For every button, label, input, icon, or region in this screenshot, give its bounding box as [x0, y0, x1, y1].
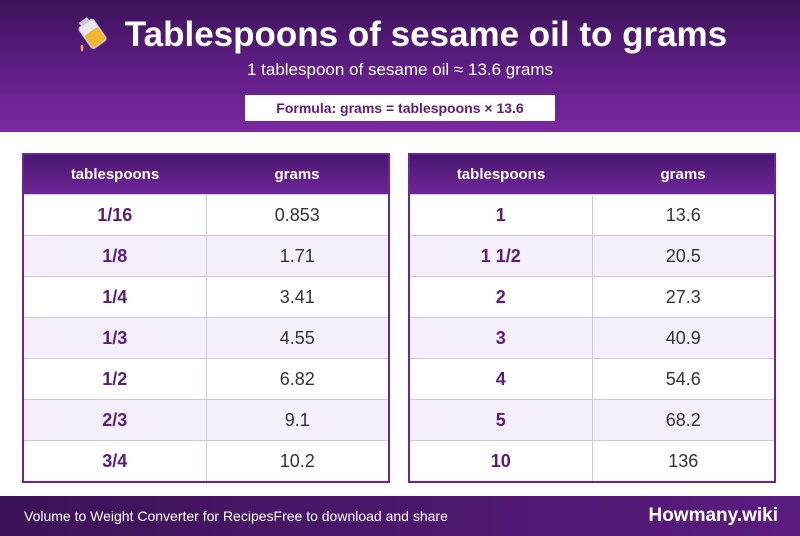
brand-logo-text[interactable]: Howmany.wiki	[648, 505, 778, 526]
table-row: 5 68.2	[410, 399, 774, 440]
table-row: 3/4 10.2	[24, 440, 388, 481]
tablespoons-cell: 1/2	[24, 359, 207, 399]
grams-cell: 54.6	[665, 368, 701, 389]
table-row: 1/8 1.71	[24, 235, 388, 276]
table-row: 2 27.3	[410, 276, 774, 317]
tablespoons-cell: 3/4	[24, 441, 207, 481]
grams-cell: 6.82	[279, 368, 315, 389]
grams-cell: 1.71	[279, 245, 315, 266]
column-header-grams: grams	[660, 166, 706, 183]
footer-converter-text: Volume to Weight Converter for Recipes	[24, 508, 274, 524]
tablespoons-cell: 2	[410, 277, 593, 317]
grams-cell: 9.1	[284, 409, 310, 430]
table-header: tablespoons grams	[24, 155, 388, 194]
tablespoons-cell: 5	[410, 400, 593, 440]
title-row: Tablespoons of sesame oil to grams	[0, 12, 800, 58]
grams-cell: 40.9	[665, 327, 701, 348]
table-row: 1/3 4.55	[24, 317, 388, 358]
table-row: 1/2 6.82	[24, 358, 388, 399]
column-header-tablespoons: tablespoons	[456, 166, 546, 183]
grams-cell: 0.853	[274, 204, 320, 225]
grams-cell: 3.41	[279, 286, 315, 307]
grams-cell: 136	[668, 450, 699, 471]
table-row: 1 13.6	[410, 194, 774, 235]
footer-share-text: Free to download and share	[273, 508, 448, 524]
grams-cell: 10.2	[279, 450, 315, 471]
grams-cell: 27.3	[665, 286, 701, 307]
table-header: tablespoons grams	[410, 155, 774, 194]
column-header-tablespoons: tablespoons	[70, 166, 160, 183]
tablespoons-cell: 1 1/2	[410, 236, 593, 276]
footer-description: Volume to Weight Converter for RecipesFr…	[24, 496, 448, 536]
footer-bar: Volume to Weight Converter for RecipesFr…	[0, 496, 800, 536]
page-subtitle: 1 tablespoon of sesame oil ≈ 13.6 grams	[246, 60, 554, 79]
conversion-table-left: tablespoons grams 1/16 0.853 1/8 1.71 1/…	[22, 153, 390, 483]
conversion-table-right: tablespoons grams 1 13.6 1 1/2 20.5 2 27…	[408, 153, 776, 483]
tablespoons-cell: 1/16	[24, 195, 207, 235]
table-row: 4 54.6	[410, 358, 774, 399]
tablespoons-cell: 1/8	[24, 236, 207, 276]
page-title: Tablespoons of sesame oil to grams	[124, 15, 728, 54]
table-row: 2/3 9.1	[24, 399, 388, 440]
grams-cell: 4.55	[279, 327, 315, 348]
tablespoons-cell: 4	[410, 359, 593, 399]
table-row: 10 136	[410, 440, 774, 481]
table-row: 1/4 3.41	[24, 276, 388, 317]
tablespoons-cell: 10	[410, 441, 593, 481]
tablespoons-cell: 1/4	[24, 277, 207, 317]
table-row: 3 40.9	[410, 317, 774, 358]
grams-cell: 13.6	[665, 204, 701, 225]
formula-box: Formula: grams = tablespoons × 13.6	[245, 95, 555, 121]
tablespoons-cell: 2/3	[24, 400, 207, 440]
tablespoons-cell: 1	[410, 195, 593, 235]
tablespoons-cell: 1/3	[24, 318, 207, 358]
oil-pouring-icon	[78, 17, 107, 52]
table-row: 1/16 0.853	[24, 194, 388, 235]
tablespoons-cell: 3	[410, 318, 593, 358]
column-header-grams: grams	[274, 166, 320, 183]
header-banner: Tablespoons of sesame oil to grams 1 tab…	[0, 0, 800, 132]
grams-cell: 20.5	[665, 245, 701, 266]
table-row: 1 1/2 20.5	[410, 235, 774, 276]
grams-cell: 68.2	[665, 409, 701, 430]
